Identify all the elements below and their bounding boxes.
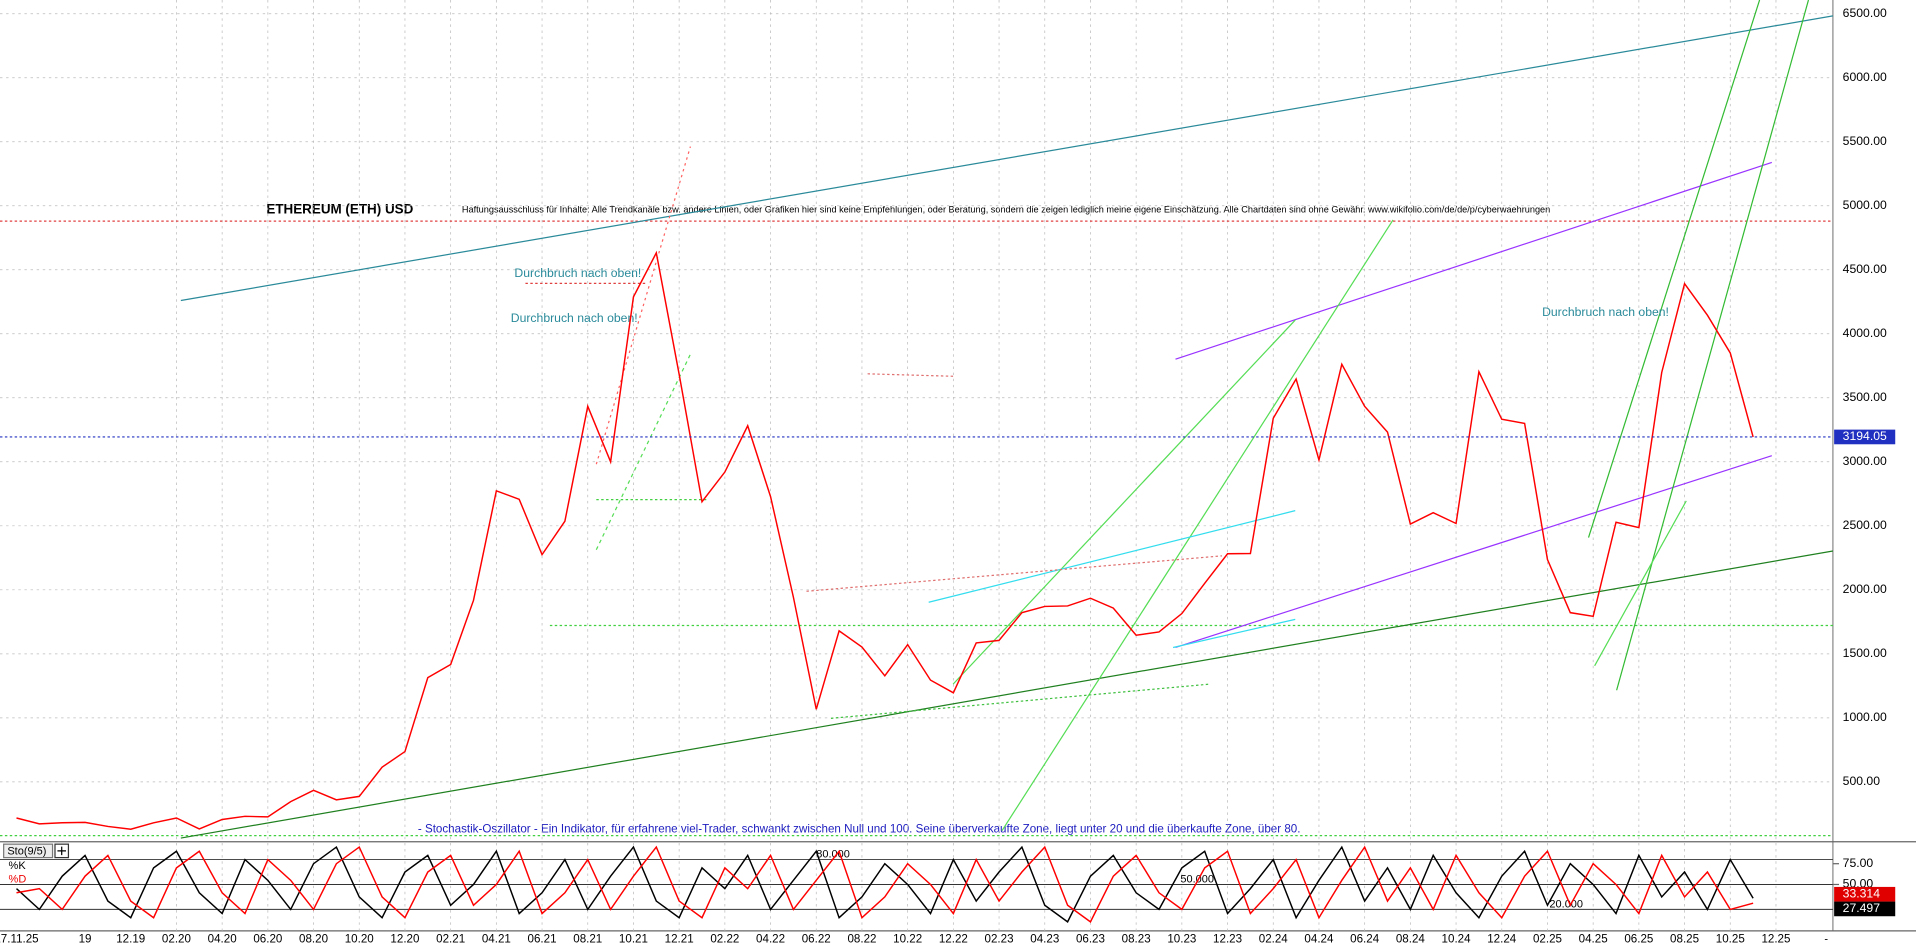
x-tick-label: 10.24 <box>1442 933 1472 946</box>
y-tick-label: 500.00 <box>1843 774 1881 788</box>
price-line <box>16 250 1754 831</box>
x-tick-label: 08.21 <box>573 933 602 946</box>
x-tick-label: 12.19 <box>116 933 145 946</box>
x-tick-label: 12.21 <box>665 933 694 946</box>
scroll-arrow[interactable]: - <box>1824 933 1828 945</box>
oscillator-note: - Stochastik-Oszillator - Ein Indikator,… <box>418 823 1301 836</box>
indicator-box[interactable] <box>3 843 54 859</box>
x-tick-label: 12.22 <box>939 933 968 946</box>
x-tick-label: 06.24 <box>1350 933 1380 946</box>
trend-line <box>952 319 1296 685</box>
level-label: 80.000 <box>816 849 850 861</box>
x-tick-label: 12.25 <box>1761 933 1790 946</box>
annotation: Durchbruch nach oben! <box>1542 305 1669 319</box>
x-tick-label: 04.25 <box>1579 933 1608 946</box>
x-tick-label: 10.25 <box>1716 933 1745 946</box>
level-label: 20.000 <box>1549 898 1583 910</box>
stoch-tick-label: 75.00 <box>1843 856 1874 870</box>
chart-title: ETHEREUM (ETH) USD <box>266 202 413 217</box>
x-tick-label: 04.21 <box>482 933 511 946</box>
x-tick-label: 02.21 <box>436 933 465 946</box>
x-tick-label: 06.23 <box>1076 933 1105 946</box>
x-tick-label: 04.20 <box>208 933 237 946</box>
y-tick-label: 1500.00 <box>1843 646 1887 660</box>
x-tick-label: 02.24 <box>1259 933 1289 946</box>
y-tick-label: 2500.00 <box>1843 518 1887 532</box>
x-tick-label: 10.22 <box>893 933 922 946</box>
x-tick-label: 17.11.25 <box>0 933 39 946</box>
x-tick-label: 10.23 <box>1167 933 1196 946</box>
legend-d: %D <box>9 873 27 885</box>
trend-line <box>806 555 1222 592</box>
x-tick-label: 08.23 <box>1122 933 1151 946</box>
y-tick-label: 3500.00 <box>1843 390 1887 404</box>
x-tick-label: 08.24 <box>1396 933 1426 946</box>
y-tick-label: 5000.00 <box>1843 198 1887 212</box>
y-tick-label: 6500.00 <box>1843 6 1887 20</box>
y-tick-label: 6000.00 <box>1843 70 1887 84</box>
x-tick-label: 12.23 <box>1213 933 1242 946</box>
y-tick-label: 4500.00 <box>1843 262 1887 276</box>
y-tick-label: 5500.00 <box>1843 134 1887 148</box>
legend-k: %K <box>9 860 27 872</box>
stoch-tag-label: 27.497 <box>1843 901 1881 915</box>
x-tick-label: 08.22 <box>847 933 876 946</box>
annotation: Durchbruch nach oben! <box>514 266 641 280</box>
y-tick-label: 3000.00 <box>1843 454 1887 468</box>
stoch-line <box>16 845 1754 923</box>
trend-line <box>1616 0 1810 691</box>
trend-line <box>180 15 1834 302</box>
trend-line <box>595 146 691 465</box>
x-tick-label: 19 <box>79 933 92 946</box>
stoch-tag-label: 33.314 <box>1843 886 1881 900</box>
x-tick-label: 02.22 <box>710 933 739 946</box>
x-tick-label: 02.25 <box>1533 933 1562 946</box>
last-price-tag <box>1834 429 1896 445</box>
annotation: Durchbruch nach oben! <box>511 311 638 325</box>
y-tick-label: 2000.00 <box>1843 582 1887 596</box>
y-tick-label: 1000.00 <box>1843 710 1887 724</box>
trend-line <box>1001 219 1394 832</box>
x-tick-label: 04.23 <box>1030 933 1059 946</box>
last-price-label: 3194.05 <box>1843 429 1887 443</box>
x-tick-label: 06.20 <box>253 933 282 946</box>
y-tick-label: 4000.00 <box>1843 326 1887 340</box>
trend-line <box>1594 500 1687 667</box>
x-tick-label: 04.24 <box>1304 933 1334 946</box>
trend-line <box>1172 618 1296 649</box>
trend-line <box>1175 161 1773 360</box>
x-tick-label: 06.22 <box>802 933 831 946</box>
x-tick-label: 02.23 <box>985 933 1014 946</box>
add-icon <box>57 846 66 856</box>
x-tick-label: 04.22 <box>756 933 785 946</box>
x-tick-label: 08.20 <box>299 933 328 946</box>
x-tick-label: 10.21 <box>619 933 648 946</box>
trend-line <box>928 510 1296 603</box>
disclaimer: Haftungsausschluss für Inhalte: Alle Tre… <box>462 205 1550 215</box>
x-tick-label: 06.25 <box>1624 933 1653 946</box>
trend-line <box>1587 0 1761 538</box>
x-tick-label: 06.21 <box>528 933 557 946</box>
x-tick-label: 12.24 <box>1487 933 1517 946</box>
stoch-tag <box>1834 901 1896 917</box>
x-tick-label: 12.20 <box>390 933 419 946</box>
x-tick-label: 02.20 <box>162 933 191 946</box>
stoch-line <box>16 845 1754 923</box>
indicator-title: Sto(9/5) <box>7 845 46 857</box>
level-label: 50.000 <box>1180 873 1214 885</box>
x-tick-label: 08.25 <box>1670 933 1699 946</box>
trend-line <box>180 550 1834 839</box>
x-tick-label: 10.20 <box>345 933 374 946</box>
stoch-tag <box>1834 886 1896 902</box>
